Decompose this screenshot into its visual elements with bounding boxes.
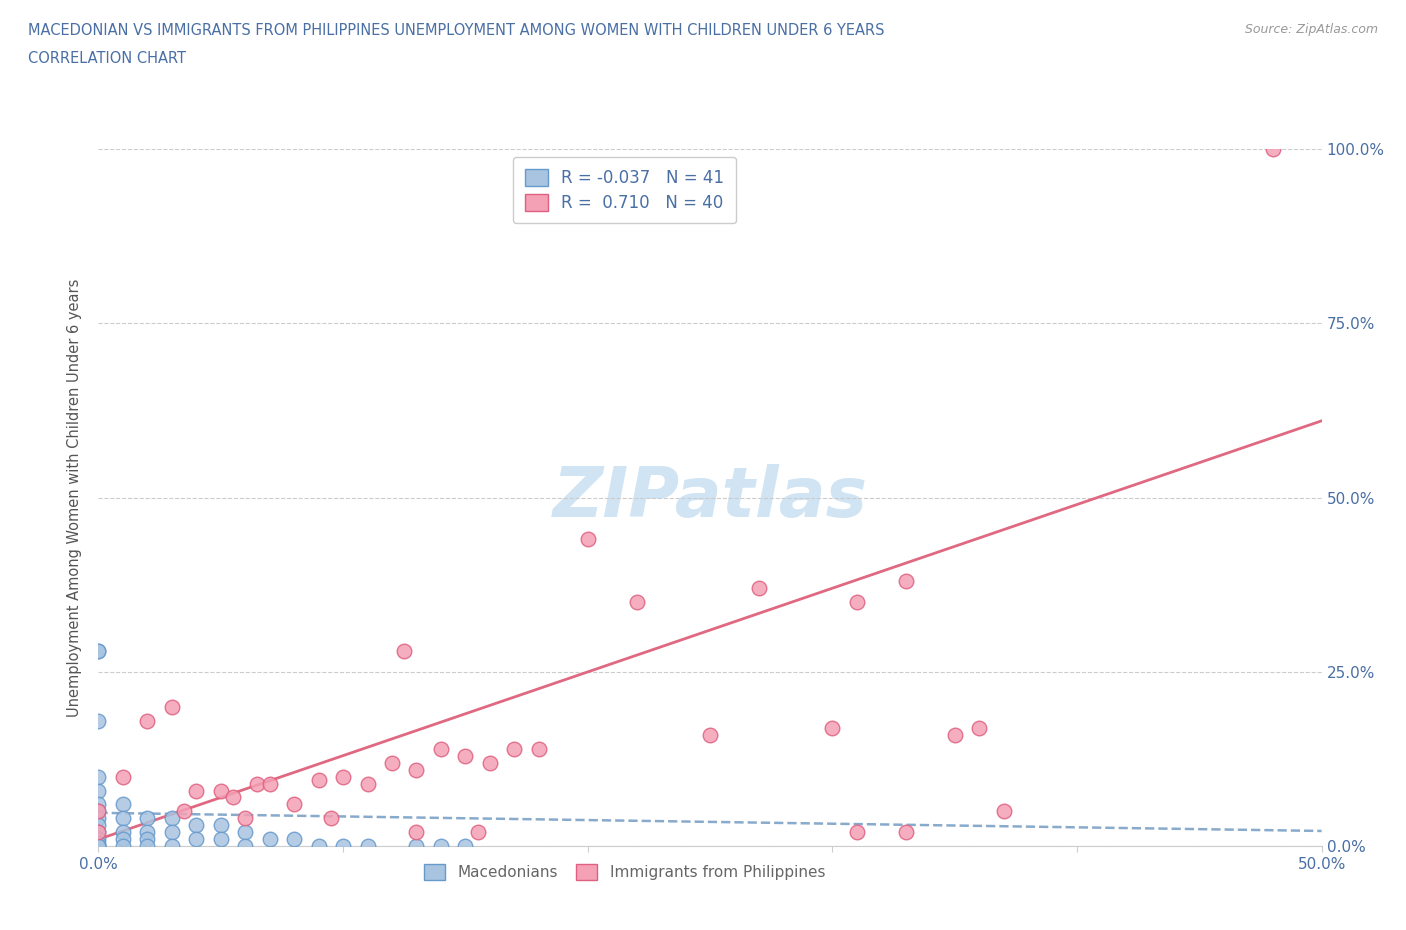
Point xyxy=(626,595,648,610)
Point xyxy=(87,839,110,854)
Point xyxy=(430,839,453,854)
Point xyxy=(1261,141,1284,156)
Point xyxy=(87,835,110,850)
Point xyxy=(87,644,110,658)
Point xyxy=(87,804,110,819)
Legend: Macedonians, Immigrants from Philippines: Macedonians, Immigrants from Philippines xyxy=(413,854,837,891)
Point xyxy=(87,825,110,840)
Point xyxy=(186,818,208,833)
Point xyxy=(160,699,183,714)
Point xyxy=(111,769,134,784)
Point xyxy=(136,839,159,854)
Point xyxy=(87,818,110,833)
Point xyxy=(160,811,183,826)
Point xyxy=(845,595,868,610)
Point xyxy=(430,741,453,756)
Point xyxy=(87,832,110,847)
Point xyxy=(845,825,868,840)
Point xyxy=(111,797,134,812)
Point xyxy=(136,825,159,840)
Point xyxy=(246,776,269,790)
Point xyxy=(467,825,489,840)
Text: Source: ZipAtlas.com: Source: ZipAtlas.com xyxy=(1244,23,1378,36)
Point xyxy=(111,839,134,854)
Point xyxy=(160,825,183,840)
Point xyxy=(209,783,232,798)
Point xyxy=(405,825,427,840)
Point xyxy=(405,839,427,854)
Point xyxy=(894,825,917,840)
Point xyxy=(87,644,110,658)
Point xyxy=(111,825,134,840)
Point xyxy=(319,811,342,826)
Point xyxy=(136,832,159,847)
Point xyxy=(259,776,281,790)
Point xyxy=(478,755,501,770)
Point xyxy=(308,839,330,854)
Point xyxy=(136,713,159,728)
Point xyxy=(699,727,721,742)
Point xyxy=(259,832,281,847)
Point xyxy=(821,721,844,736)
Point xyxy=(186,832,208,847)
Point xyxy=(527,741,550,756)
Point xyxy=(967,721,990,736)
Point xyxy=(576,532,599,547)
Point xyxy=(392,644,416,658)
Point xyxy=(356,839,378,854)
Point xyxy=(87,769,110,784)
Point xyxy=(160,839,183,854)
Point xyxy=(233,839,256,854)
Point xyxy=(894,574,917,589)
Point xyxy=(332,769,354,784)
Point xyxy=(356,776,378,790)
Point xyxy=(222,790,245,805)
Point xyxy=(308,773,330,788)
Point xyxy=(405,763,427,777)
Point xyxy=(454,839,477,854)
Text: CORRELATION CHART: CORRELATION CHART xyxy=(28,51,186,66)
Y-axis label: Unemployment Among Women with Children Under 6 years: Unemployment Among Women with Children U… xyxy=(67,278,83,717)
Point xyxy=(233,811,256,826)
Point xyxy=(993,804,1015,819)
Point xyxy=(943,727,966,742)
Point xyxy=(87,825,110,840)
Point xyxy=(209,818,232,833)
Point xyxy=(503,741,526,756)
Point xyxy=(748,580,770,596)
Point xyxy=(87,811,110,826)
Point xyxy=(87,783,110,798)
Point xyxy=(136,811,159,826)
Point xyxy=(283,832,305,847)
Point xyxy=(87,839,110,854)
Point xyxy=(87,804,110,819)
Point xyxy=(332,839,354,854)
Point xyxy=(186,783,208,798)
Point xyxy=(209,832,232,847)
Point xyxy=(454,748,477,763)
Point xyxy=(111,832,134,847)
Text: MACEDONIAN VS IMMIGRANTS FROM PHILIPPINES UNEMPLOYMENT AMONG WOMEN WITH CHILDREN: MACEDONIAN VS IMMIGRANTS FROM PHILIPPINE… xyxy=(28,23,884,38)
Text: ZIPatlas: ZIPatlas xyxy=(553,464,868,531)
Point xyxy=(87,713,110,728)
Point xyxy=(233,825,256,840)
Point xyxy=(173,804,195,819)
Point xyxy=(111,811,134,826)
Point xyxy=(87,839,110,854)
Point xyxy=(381,755,404,770)
Point xyxy=(87,797,110,812)
Point xyxy=(283,797,305,812)
